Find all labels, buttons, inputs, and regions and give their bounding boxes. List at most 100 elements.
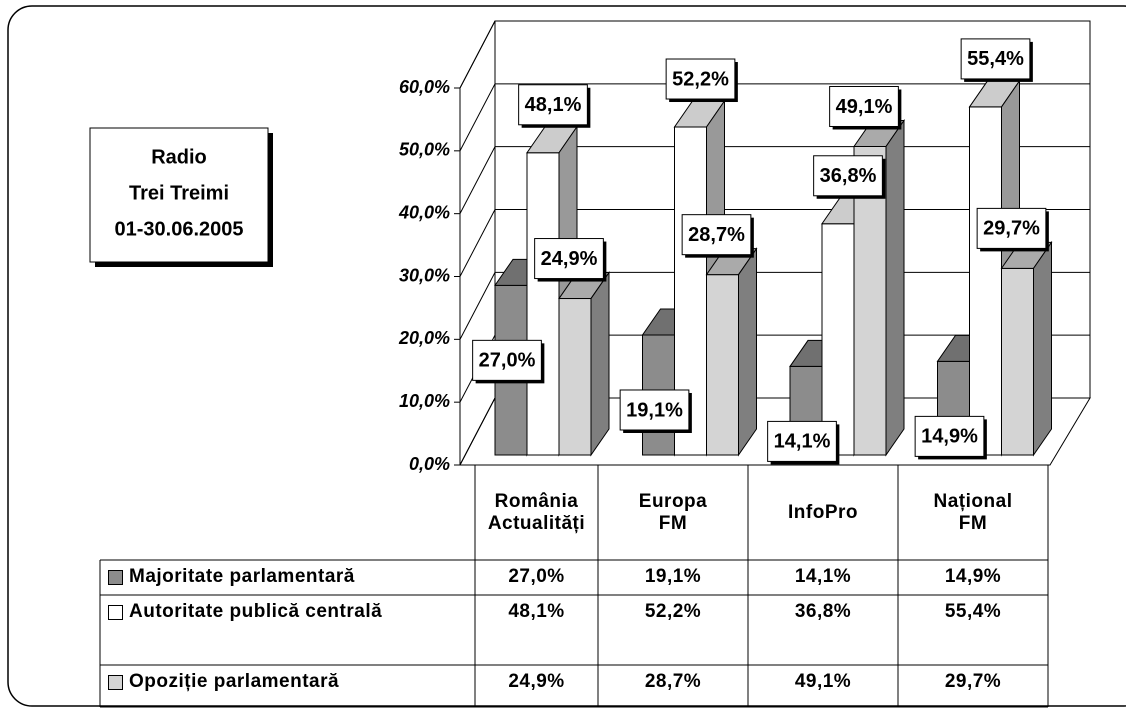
table-value: 27,0% bbox=[475, 560, 598, 595]
data-label: 55,4% bbox=[960, 38, 1033, 82]
data-label-box bbox=[914, 415, 985, 457]
table-value-text: 27,0% bbox=[508, 566, 565, 587]
y-tick-label: 60,0% bbox=[399, 77, 450, 97]
data-label-text: 29,7% bbox=[983, 218, 1040, 240]
data-label-text: 28,7% bbox=[688, 224, 745, 246]
table-value-text: 28,7% bbox=[644, 671, 702, 692]
table-value-text: 55,4% bbox=[944, 601, 1002, 622]
x-tick-label: Național FM bbox=[898, 465, 1048, 560]
data-label-box bbox=[665, 58, 736, 100]
bar-side bbox=[885, 118, 905, 457]
data-label: 29,7% bbox=[976, 207, 1049, 252]
legend-entry: Opoziție parlamentară bbox=[100, 665, 475, 707]
title-line: Radio bbox=[151, 146, 207, 168]
legend-entry: Autoritate publică centrală bbox=[100, 595, 475, 665]
x-tick-label: InfoPro bbox=[748, 465, 898, 560]
bar-side bbox=[738, 247, 757, 457]
legend-entry: Majoritate parlamentară bbox=[100, 560, 475, 595]
data-label-text: 14,1% bbox=[774, 431, 831, 453]
data-label: 49,1% bbox=[829, 85, 902, 130]
legend-label: Opoziție parlamentară bbox=[129, 671, 340, 692]
y-tick-label: 30,0% bbox=[399, 265, 450, 285]
legend-label: Autoritate publică centrală bbox=[129, 601, 383, 622]
table-value: 52,2% bbox=[598, 595, 748, 665]
table-value: 19,1% bbox=[598, 560, 748, 595]
title-box bbox=[89, 127, 269, 263]
x-tick-label-text: Național FM bbox=[933, 490, 1013, 534]
legend-swatch bbox=[108, 570, 123, 585]
data-label-text: 36,8% bbox=[820, 165, 877, 187]
table-value: 36,8% bbox=[748, 595, 898, 665]
data-label-text: 24,9% bbox=[541, 248, 598, 270]
title-line: 01-30.06.2005 bbox=[114, 218, 243, 240]
table-value-text: 14,1% bbox=[794, 566, 852, 587]
legend-swatch bbox=[108, 675, 123, 690]
bar bbox=[705, 247, 758, 457]
table-value-text: 52,2% bbox=[644, 601, 702, 622]
data-label-box bbox=[619, 389, 690, 431]
x-tick-label: Europa FM bbox=[598, 465, 748, 560]
bar-side bbox=[590, 270, 610, 457]
data-label: 48,1% bbox=[518, 84, 591, 128]
data-label-text: 52,2% bbox=[672, 68, 729, 90]
table-value-text: 48,1% bbox=[508, 601, 565, 622]
y-tick-label: 10,0% bbox=[399, 391, 450, 411]
data-label: 14,9% bbox=[914, 415, 987, 460]
data-label-text: 14,9% bbox=[921, 426, 978, 448]
data-label-box bbox=[976, 207, 1047, 249]
bar bbox=[558, 270, 610, 457]
grid-line bbox=[459, 83, 1090, 152]
table-value: 24,9% bbox=[475, 665, 598, 707]
y-tick-label: 0,0% bbox=[409, 454, 450, 474]
data-label: 52,2% bbox=[665, 58, 738, 103]
title-line: Trei Treimi bbox=[129, 182, 229, 204]
x-tick-label-text: Europa FM bbox=[638, 490, 708, 534]
data-label-text: 55,4% bbox=[967, 48, 1024, 70]
legend-swatch bbox=[108, 605, 123, 620]
x-tick-label-text: România Actualități bbox=[487, 490, 586, 534]
data-label: 27,0% bbox=[472, 339, 545, 384]
data-label: 19,1% bbox=[619, 389, 692, 433]
bar bbox=[1000, 240, 1053, 457]
table-value-text: 49,1% bbox=[794, 671, 852, 692]
data-label-box bbox=[813, 155, 883, 197]
data-label: 36,8% bbox=[813, 155, 886, 199]
table-value: 14,1% bbox=[748, 560, 898, 595]
data-label: 28,7% bbox=[681, 214, 754, 258]
data-label-box bbox=[534, 238, 604, 280]
table-value: 55,4% bbox=[898, 595, 1048, 665]
data-label-box bbox=[518, 84, 588, 126]
table-value: 29,7% bbox=[898, 665, 1048, 707]
data-label-text: 49,1% bbox=[836, 96, 893, 118]
table-value-text: 14,9% bbox=[944, 566, 1002, 587]
data-label-box bbox=[767, 420, 837, 462]
table-value-text: 29,7% bbox=[944, 671, 1002, 692]
legend-label: Majoritate parlamentară bbox=[129, 566, 355, 587]
data-label-text: 48,1% bbox=[525, 94, 582, 116]
grid-line bbox=[459, 20, 1090, 89]
bar-side bbox=[1033, 240, 1052, 457]
table-value-text: 36,8% bbox=[794, 601, 852, 622]
bar-front bbox=[558, 298, 592, 456]
table-value: 28,7% bbox=[598, 665, 748, 707]
y-tick-label: 20,0% bbox=[398, 328, 450, 348]
x-tick-label: România Actualități bbox=[475, 465, 598, 560]
table-value: 48,1% bbox=[475, 595, 598, 665]
bar-front bbox=[526, 152, 560, 456]
x-tick-label-text: InfoPro bbox=[788, 501, 858, 523]
data-label-box bbox=[681, 214, 752, 256]
bar-front bbox=[821, 223, 855, 456]
table-grid bbox=[99, 465, 1049, 708]
table-value: 49,1% bbox=[748, 665, 898, 707]
bar-front bbox=[969, 106, 1002, 456]
data-label: 24,9% bbox=[534, 238, 607, 282]
y-tick-label: 50,0% bbox=[399, 140, 450, 160]
table-value-text: 19,1% bbox=[644, 566, 702, 587]
bar-front bbox=[706, 274, 739, 456]
data-label-box bbox=[960, 38, 1031, 80]
table-value-text: 24,9% bbox=[508, 671, 565, 692]
data-label-box bbox=[829, 85, 899, 127]
y-tick-label: 40,0% bbox=[398, 202, 450, 222]
